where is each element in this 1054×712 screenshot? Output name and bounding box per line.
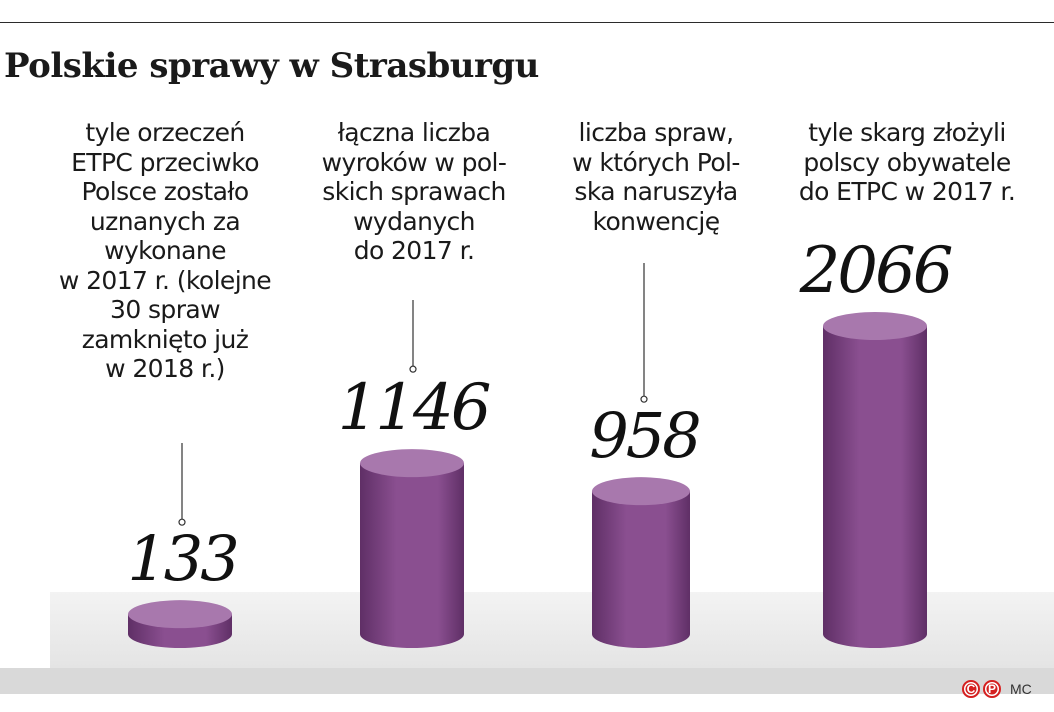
floor-front: [0, 668, 1054, 694]
top-rule: [0, 22, 1054, 23]
author-credit: MC: [1010, 681, 1032, 697]
value-label-2: 1146: [338, 371, 490, 445]
category-label-2: łączna liczba wyroków w pol- skich spraw…: [321, 118, 507, 265]
credit: C P MC: [962, 678, 1032, 700]
bar-top-2: [360, 449, 464, 478]
copyright-icon: C: [962, 680, 980, 698]
agency-icon: P: [983, 680, 1001, 698]
bar-body-4: [823, 326, 927, 648]
connector-dot-3: [640, 395, 648, 403]
value-label-1: 133: [127, 522, 237, 595]
bar-top-1: [128, 600, 232, 629]
category-label-1: tyle orzeczeń ETPC przeciwko Polsce zost…: [58, 118, 272, 383]
category-label-3: liczba spraw, w których Pol- ska naruszy…: [572, 118, 740, 236]
value-label-4: 2066: [799, 234, 952, 308]
connector-dot-2: [409, 365, 417, 373]
bar-top-3: [592, 477, 690, 506]
bar-body-3: [592, 491, 690, 648]
chart-title: Polskie sprawy w Strasburgu: [4, 46, 539, 86]
value-label-3: 958: [589, 399, 700, 472]
bar-top-4: [823, 312, 927, 340]
category-label-4: tyle skarg złożyli polscy obywatele do E…: [798, 118, 1016, 206]
connector-dot-1: [178, 518, 186, 526]
bar-body-2: [360, 463, 464, 648]
